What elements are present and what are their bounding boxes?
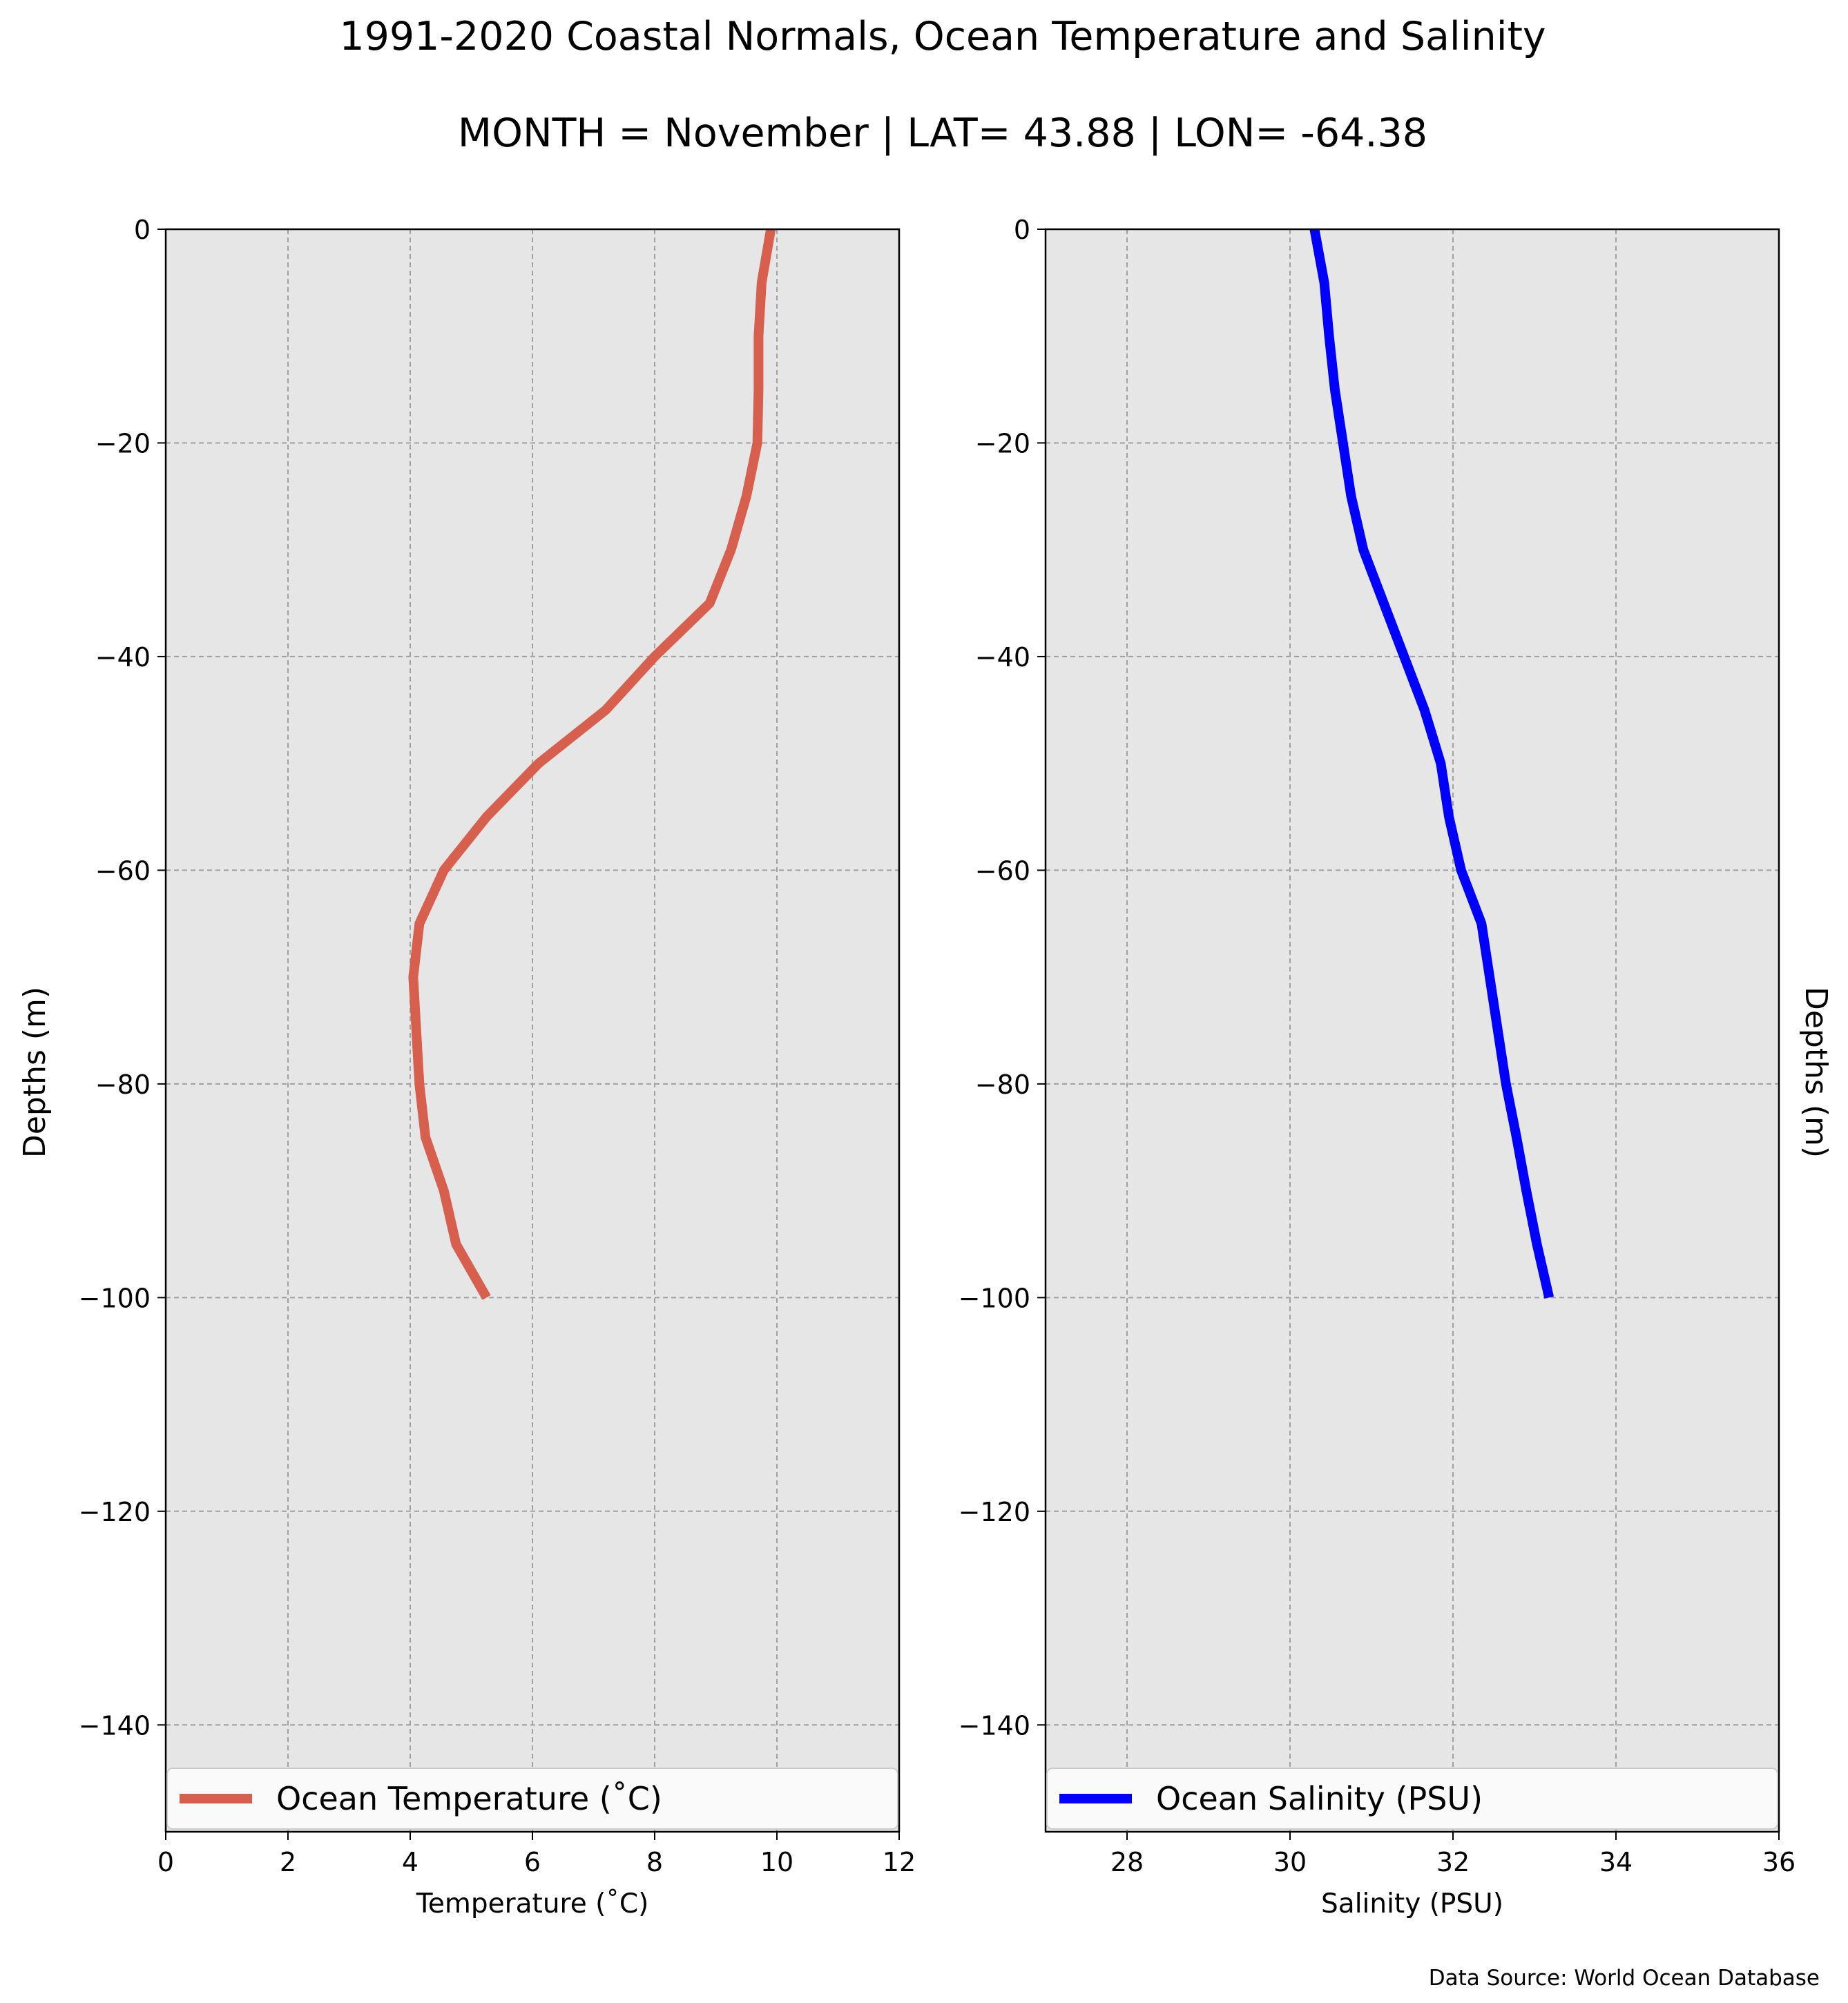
salinity-y-tick-label: −140 bbox=[959, 1710, 1030, 1741]
salinity-series-line bbox=[1309, 228, 1555, 1299]
salinity-y-tick-label: −40 bbox=[975, 642, 1030, 672]
salinity-y-tick-label: −60 bbox=[975, 855, 1030, 886]
temperature-x-tick-label: 10 bbox=[760, 1847, 793, 1877]
salinity-y-tick-label: −100 bbox=[959, 1283, 1030, 1313]
temperature-legend-label: Ocean Temperature (˚C) bbox=[276, 1780, 662, 1817]
temperature-x-tick-label: 4 bbox=[402, 1847, 418, 1877]
temperature-x-tick-label: 2 bbox=[280, 1847, 296, 1877]
salinity-x-tick-label: 34 bbox=[1599, 1847, 1633, 1877]
temperature-panel-y-label: Depths (m) bbox=[17, 987, 52, 1158]
figure-subtitle: MONTH = November | LAT= 43.88 | LON= -64… bbox=[458, 110, 1427, 156]
temperature-y-tick-label: −80 bbox=[95, 1070, 151, 1100]
figure-title: 1991-2020 Coastal Normals, Ocean Tempera… bbox=[339, 14, 1546, 59]
temperature-series-line bbox=[408, 228, 776, 1300]
temperature-y-tick-label: −120 bbox=[79, 1497, 151, 1527]
temperature-y-tick-label: −20 bbox=[95, 428, 151, 458]
temperature-x-tick-label: 8 bbox=[646, 1847, 663, 1877]
temperature-y-tick-label: 0 bbox=[134, 215, 151, 245]
data-source-note: Data Source: World Ocean Database bbox=[1429, 1966, 1820, 1991]
salinity-axes-frame bbox=[1044, 228, 1780, 1833]
salinity-legend-label: Ocean Salinity (PSU) bbox=[1156, 1780, 1483, 1817]
salinity-panel: Ocean Salinity (PSU) 28 30 32 34 36 0 −20 −40 −60… bbox=[959, 215, 1796, 1919]
temperature-x-tick-label: 6 bbox=[524, 1847, 541, 1877]
salinity-y-tick-label: −20 bbox=[975, 428, 1030, 458]
salinity-x-tick-label: 30 bbox=[1273, 1847, 1307, 1877]
temperature-y-tick-label: −40 bbox=[95, 642, 151, 672]
temperature-y-tick-label: −140 bbox=[79, 1710, 151, 1741]
temperature-panel: Ocean Temperature (˚C) 0 2 4 6 8 10 12 0 −20 −40 −6… bbox=[79, 215, 916, 1919]
salinity-y-tick-label: −80 bbox=[975, 1070, 1030, 1100]
salinity-x-tick-label: 28 bbox=[1110, 1847, 1144, 1877]
salinity-panel-y-label: Depths (m) bbox=[1798, 987, 1833, 1158]
temperature-x-tick-label: 12 bbox=[883, 1847, 916, 1877]
temperature-legend bbox=[166, 1768, 898, 1830]
salinity-plot-area bbox=[1046, 229, 1779, 1832]
temperature-y-tick-label: −60 bbox=[95, 855, 151, 886]
salinity-x-tick-label: 32 bbox=[1436, 1847, 1470, 1877]
temperature-x-axis-label: Temperature (˚C) bbox=[416, 1888, 649, 1919]
salinity-y-tick-label: 0 bbox=[1014, 215, 1030, 245]
salinity-legend bbox=[1046, 1768, 1778, 1830]
salinity-x-axis-label: Salinity (PSU) bbox=[1321, 1888, 1503, 1919]
temperature-y-tick-label: −100 bbox=[79, 1283, 151, 1313]
salinity-y-tick-label: −120 bbox=[959, 1497, 1030, 1527]
temperature-x-tick-label: 0 bbox=[157, 1847, 174, 1877]
salinity-x-tick-label: 36 bbox=[1762, 1847, 1796, 1877]
